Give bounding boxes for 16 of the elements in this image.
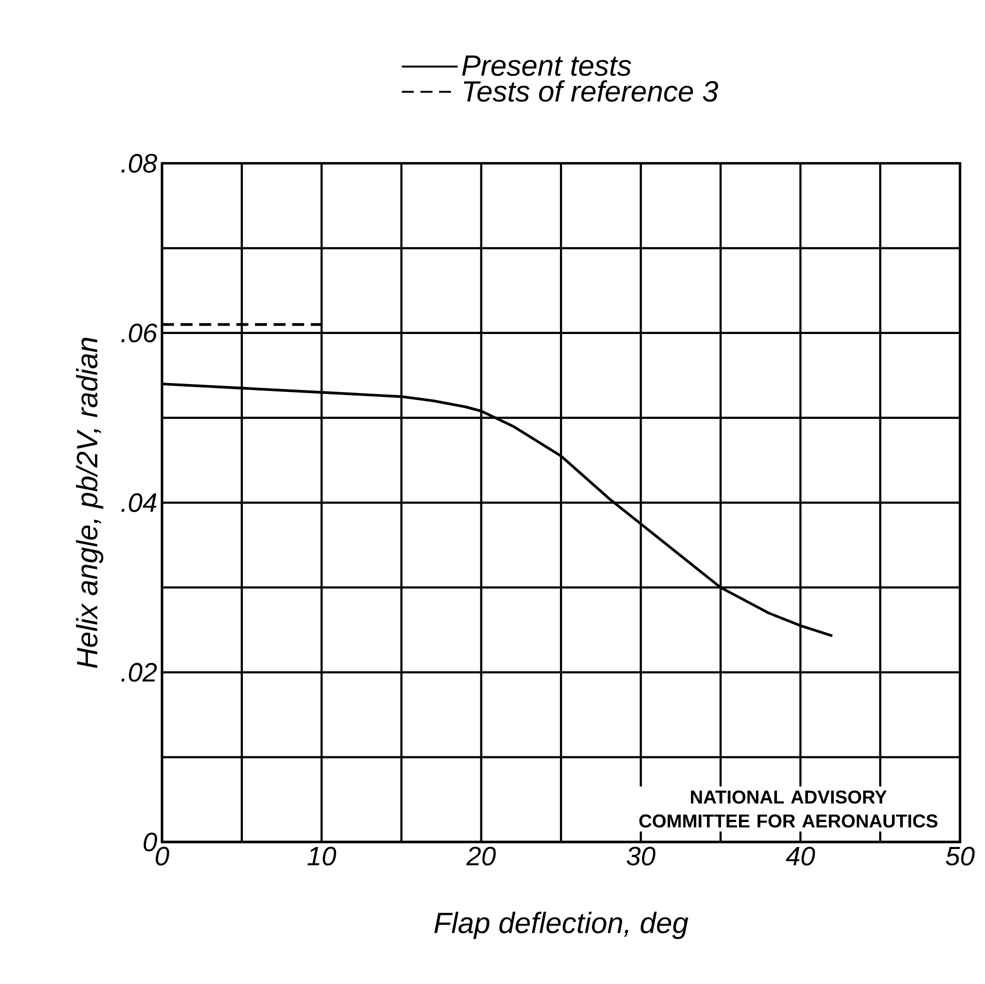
x-axis-title: Flap deflection, deg: [434, 912, 688, 940]
y-tick-label: .02: [121, 662, 157, 682]
legend-label: Tests of reference 3: [464, 80, 718, 102]
x-tick-label: 50: [946, 846, 975, 866]
x-tick-label: 40: [786, 846, 815, 866]
x-tick-label: 20: [466, 846, 496, 866]
annotation: NATIONAL ADVISORY COMMITTEE FOR AERONAUTICS: [639, 790, 938, 828]
legend-label: Present tests: [462, 56, 632, 76]
x-tick-label: 30: [626, 846, 656, 866]
y-tick-label: 0: [144, 832, 158, 852]
y-tick-label: .08: [121, 154, 158, 173]
y-tick-label: .04: [121, 493, 156, 512]
y-tick-label: .06: [121, 324, 158, 342]
x-tick-label: 0: [156, 846, 170, 866]
y-axis-title: Helix angle, pb/2V, radian: [76, 338, 104, 668]
x-tick-label: 10: [308, 846, 336, 866]
